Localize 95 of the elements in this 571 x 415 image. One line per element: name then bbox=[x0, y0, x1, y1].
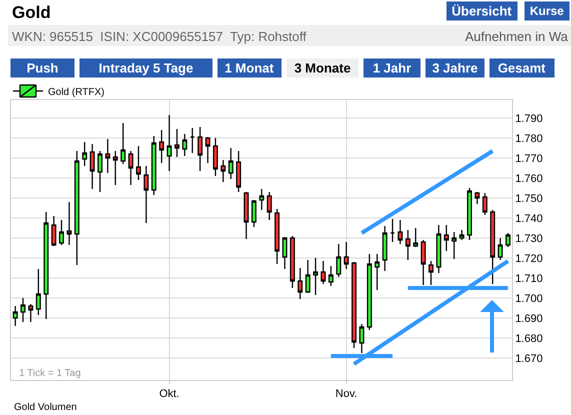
candlestick bbox=[336, 243, 342, 278]
candlestick bbox=[236, 150, 242, 193]
text: Aufnehmen in Wa bbox=[465, 29, 569, 44]
candlestick bbox=[136, 145, 141, 181]
candlestick bbox=[228, 147, 234, 180]
chart-title: Gold bbox=[12, 3, 51, 22]
candlestick bbox=[174, 128, 180, 158]
candlestick bbox=[413, 227, 418, 248]
candlestick bbox=[128, 150, 134, 186]
candlestick bbox=[459, 229, 464, 241]
candlestick bbox=[151, 135, 156, 196]
candlestick bbox=[366, 253, 372, 331]
candlestick bbox=[420, 239, 426, 286]
y-tick-label: 1.690 bbox=[515, 312, 543, 325]
y-tick-label: 1.760 bbox=[515, 172, 543, 185]
candlestick bbox=[112, 150, 118, 186]
y-tick-label: 1.750 bbox=[515, 192, 543, 205]
candlestick bbox=[444, 224, 449, 252]
candlestick bbox=[98, 150, 102, 193]
text: 3 Monate bbox=[294, 60, 351, 76]
candlestick bbox=[274, 208, 280, 265]
candlestick bbox=[374, 253, 380, 291]
y-tick-label: 1.740 bbox=[515, 212, 543, 225]
candlestick bbox=[290, 235, 295, 289]
y-tick-label: 1.720 bbox=[515, 252, 543, 265]
y-tick-label: 1.790 bbox=[515, 112, 543, 125]
candlestick bbox=[436, 224, 442, 274]
candlestick bbox=[266, 191, 272, 221]
candlestick bbox=[120, 122, 126, 165]
candlestick bbox=[74, 150, 80, 266]
candlestick bbox=[105, 138, 110, 174]
legend-label: Gold (RTFX) bbox=[48, 86, 104, 98]
y-tick-label: 1.710 bbox=[515, 272, 543, 285]
candlestick bbox=[482, 192, 488, 216]
candlestick bbox=[82, 141, 88, 167]
candlestick bbox=[212, 137, 218, 177]
candlestick bbox=[251, 199, 256, 228]
candlestick bbox=[313, 257, 318, 296]
candlestick bbox=[166, 114, 172, 172]
candlestick bbox=[12, 305, 18, 327]
annotation: 1 Tick = 1 Tag bbox=[19, 368, 81, 379]
candlestick bbox=[244, 191, 249, 240]
candlestick bbox=[36, 268, 41, 316]
x-tick-label: Nov. bbox=[335, 388, 358, 400]
candlestick bbox=[205, 136, 210, 164]
candlestick bbox=[320, 260, 326, 285]
text: Übersicht bbox=[452, 4, 512, 18]
candlestick bbox=[220, 159, 226, 183]
candlestick bbox=[144, 165, 149, 224]
candlestick bbox=[182, 133, 188, 157]
text: Kurse bbox=[530, 4, 564, 18]
candlestick bbox=[259, 188, 264, 211]
y-tick-label: 1.770 bbox=[515, 152, 543, 165]
text: 3 Jahre bbox=[432, 60, 478, 76]
candlestick bbox=[190, 127, 195, 154]
candlestick bbox=[198, 126, 203, 172]
candlestick bbox=[490, 209, 496, 285]
candlestick bbox=[398, 219, 403, 245]
candlestick bbox=[382, 225, 388, 272]
text: Gesamt bbox=[498, 60, 546, 76]
candlestick bbox=[28, 303, 34, 323]
x-tick-label: Okt. bbox=[159, 388, 180, 400]
candlestick bbox=[474, 191, 480, 205]
candlestick bbox=[359, 323, 364, 354]
candlestick bbox=[305, 259, 310, 294]
candlestick bbox=[506, 232, 510, 248]
candlestick bbox=[298, 267, 303, 300]
candlestick bbox=[44, 211, 49, 320]
candlestick bbox=[282, 236, 288, 270]
candlestick bbox=[352, 261, 357, 349]
y-tick-label: 1.780 bbox=[515, 132, 543, 145]
candlestick bbox=[328, 265, 334, 287]
candlestick bbox=[467, 187, 472, 241]
text: Intraday 5 Tage bbox=[98, 60, 194, 76]
candlestick bbox=[390, 218, 396, 243]
y-tick-label: 1.700 bbox=[515, 292, 543, 305]
text: Gold Volumen bbox=[14, 402, 77, 413]
candlestick bbox=[51, 215, 56, 247]
candlestick bbox=[452, 231, 457, 260]
text: Push bbox=[26, 60, 58, 76]
text: 1 Jahr bbox=[372, 60, 412, 76]
y-tick-label: 1.730 bbox=[515, 232, 543, 245]
chart-subtitle: WKN: 965515 ISIN: XC0009655157 Typ: Rohstoff bbox=[12, 29, 307, 44]
y-tick-label: 1.680 bbox=[515, 332, 543, 345]
candlestick bbox=[344, 241, 349, 270]
candlestick bbox=[498, 237, 503, 261]
text: 1 Monat bbox=[224, 60, 274, 76]
candlestick bbox=[405, 229, 410, 261]
y-tick-label: 1.670 bbox=[515, 352, 543, 365]
candlestick bbox=[90, 143, 95, 190]
candlestick bbox=[59, 219, 64, 246]
candlestick bbox=[66, 201, 72, 246]
candlestick bbox=[20, 297, 26, 323]
candlestick bbox=[428, 260, 434, 286]
candlestick bbox=[159, 129, 164, 164]
